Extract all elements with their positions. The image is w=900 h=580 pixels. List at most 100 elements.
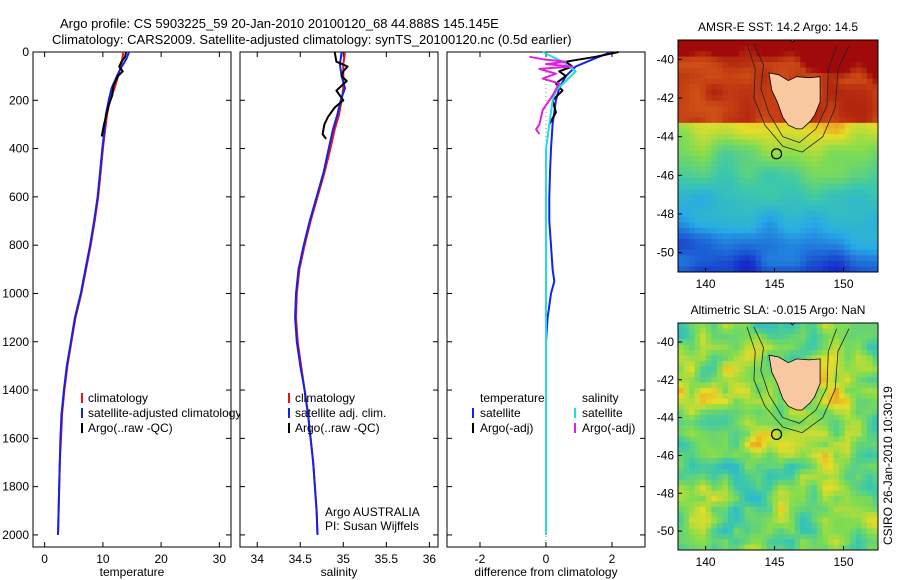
heatmap-cell	[750, 45, 757, 52]
heatmap-cell	[739, 172, 746, 179]
heatmap-cell	[822, 216, 829, 223]
heatmap-cell	[755, 266, 762, 272]
heatmap-cell	[772, 111, 779, 118]
heatmap-cell	[744, 222, 751, 229]
heatmap-cell	[816, 544, 823, 550]
heatmap-cell	[705, 382, 712, 389]
heatmap-cell	[811, 350, 818, 356]
heatmap-cell	[766, 238, 773, 245]
heatmap-cell	[772, 398, 779, 405]
heatmap-cell	[783, 436, 790, 443]
heatmap-cell	[822, 238, 829, 245]
heatmap-cell	[839, 167, 846, 174]
heatmap-cell	[833, 528, 840, 535]
heatmap-cell	[866, 377, 873, 383]
heatmap-cell	[866, 144, 873, 151]
heatmap-cell	[728, 172, 735, 179]
heatmap-cell	[855, 216, 862, 223]
heatmap-cell	[689, 404, 696, 410]
heatmap-cell	[722, 522, 729, 529]
heatmap-cell	[839, 67, 846, 74]
heatmap-cell	[789, 128, 796, 135]
heatmap-cell	[744, 73, 751, 80]
heatmap-cell	[716, 189, 723, 196]
heatmap-cell	[822, 420, 829, 427]
heatmap-cell	[850, 398, 857, 405]
heatmap-cell	[700, 117, 707, 124]
heatmap-cell	[844, 266, 851, 272]
heatmap-cell	[733, 133, 740, 140]
heatmap-cell	[783, 122, 790, 129]
heatmap-cell	[850, 425, 857, 432]
heatmap-cell	[811, 183, 818, 190]
salinity-profile-panel: 34 34.5 35 35.5 36salinityclimatologysatelli…	[239, 51, 439, 579]
heatmap-cell	[694, 89, 701, 96]
heatmap-cell	[761, 128, 768, 135]
heatmap-cell	[789, 133, 796, 140]
heatmap-cell	[689, 485, 696, 492]
heatmap-cell	[694, 216, 701, 223]
heatmap-cell	[716, 360, 723, 367]
heatmap-cell	[728, 128, 735, 135]
heatmap-cell	[716, 371, 723, 378]
y-tick-label: 200	[9, 93, 29, 107]
heatmap-cell	[861, 144, 868, 151]
heatmap-cell	[861, 122, 868, 129]
heatmap-cell	[861, 244, 868, 251]
heatmap-cell	[766, 56, 773, 63]
heatmap-cell	[689, 172, 696, 179]
heatmap-cell	[822, 485, 829, 492]
heatmap-cell	[689, 122, 696, 129]
heatmap-cell	[794, 350, 801, 356]
heatmap-cell	[850, 122, 857, 129]
sst-map-title: AMSR-E SST: 14.2 Argo: 14.5	[698, 20, 858, 34]
heatmap-cell	[839, 468, 846, 475]
heatmap-cell	[678, 468, 685, 475]
heatmap-cell	[728, 205, 735, 212]
heatmap-cell	[711, 463, 718, 470]
heatmap-cell	[744, 447, 751, 454]
heatmap-cell	[761, 62, 768, 69]
heatmap-cell	[811, 458, 818, 465]
heatmap-cell	[739, 73, 746, 80]
heatmap-cell	[766, 133, 773, 140]
heatmap-cell	[722, 128, 729, 135]
heatmap-cell	[722, 382, 729, 389]
heatmap-cell	[783, 227, 790, 234]
heatmap-cell	[816, 355, 823, 362]
heatmap-cell	[755, 117, 762, 124]
heatmap-cell	[728, 377, 735, 383]
heatmap-cell	[766, 377, 773, 383]
heatmap-cell	[772, 67, 779, 74]
heatmap-cell	[872, 452, 878, 459]
heatmap-cell	[716, 452, 723, 459]
heatmap-cell	[794, 45, 801, 52]
bathymetry-contour	[753, 326, 837, 424]
heatmap-cell	[850, 468, 857, 475]
heatmap-cell	[705, 238, 712, 245]
heatmap-cell	[733, 533, 740, 540]
heatmap-cell	[716, 517, 723, 524]
heatmap-cell	[728, 393, 735, 400]
heatmap-cell	[711, 539, 718, 546]
x-tick-label: 0	[543, 552, 550, 566]
heatmap-cell	[778, 233, 785, 240]
heatmap-cell	[761, 360, 768, 367]
heatmap-cell	[689, 244, 696, 251]
heatmap-cell	[778, 238, 785, 245]
heatmap-cell	[739, 144, 746, 151]
heatmap-cell	[683, 167, 690, 174]
heatmap-cell	[689, 382, 696, 389]
heatmap-cell	[750, 506, 757, 513]
heatmap-cell	[866, 393, 873, 400]
heatmap-cell	[844, 178, 851, 185]
heatmap-cell	[766, 45, 773, 52]
heatmap-cell	[866, 512, 873, 519]
heatmap-cell	[739, 178, 746, 185]
heatmap-cell	[839, 371, 846, 378]
y-tick-label: 1000	[2, 286, 29, 300]
heatmap-cell	[839, 266, 846, 272]
heatmap-cell	[839, 393, 846, 400]
heatmap-cell	[705, 517, 712, 524]
heatmap-cell	[844, 133, 851, 140]
